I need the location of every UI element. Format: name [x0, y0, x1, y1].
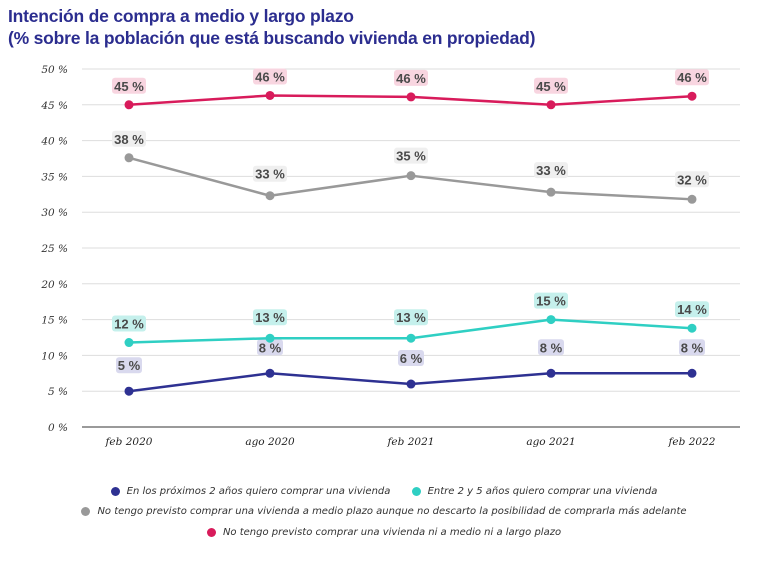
- data-point: [546, 368, 556, 378]
- data-point: [406, 379, 416, 389]
- data-label-bg: [253, 309, 287, 326]
- y-tick-label: 30 %: [41, 207, 68, 219]
- data-label-bg: [394, 69, 428, 86]
- data-label-bg: [257, 339, 283, 356]
- data-label-bg: [675, 301, 709, 318]
- x-tick-label: feb 2020: [105, 436, 153, 448]
- legend-row-3: No tengo previsto comprar una vivienda n…: [0, 527, 768, 540]
- y-tick-label: 35 %: [41, 171, 68, 183]
- data-label-bg: [394, 147, 428, 164]
- data-point: [406, 333, 416, 343]
- data-label: 6 %: [400, 351, 423, 366]
- data-label-bg: [112, 315, 146, 332]
- legend-item-1: Entre 2 y 5 años quiero comprar una vivi…: [411, 486, 658, 497]
- data-label: 45 %: [536, 79, 566, 94]
- x-tick-label: ago 2021: [526, 436, 575, 448]
- data-point: [687, 91, 697, 101]
- legend-item-0: En los próximos 2 años quiero comprar un…: [110, 486, 391, 497]
- data-point: [265, 368, 275, 378]
- data-label: 5 %: [118, 358, 141, 373]
- data-label: 46 %: [396, 71, 426, 86]
- data-label: 8 %: [259, 340, 282, 355]
- data-point: [406, 171, 416, 181]
- data-point: [124, 153, 134, 163]
- data-label: 33 %: [536, 163, 566, 178]
- legend-label-2: No tengo previsto comprar una vivienda a…: [97, 506, 687, 517]
- data-label: 13 %: [396, 310, 426, 325]
- data-point: [265, 191, 275, 201]
- data-point: [124, 100, 134, 110]
- data-label-bg: [253, 165, 287, 182]
- data-label-bg: [534, 292, 568, 309]
- data-label: 33 %: [255, 167, 285, 182]
- data-label-bg: [534, 162, 568, 179]
- legend-label-3: No tengo previsto comprar una vivienda n…: [222, 527, 562, 538]
- legend-marker-2: [81, 507, 91, 516]
- data-point: [687, 368, 697, 378]
- legend-marker-3: [206, 528, 216, 537]
- data-label: 12 %: [114, 317, 144, 332]
- data-label-bg: [116, 357, 142, 374]
- x-tick-label: ago 2020: [245, 436, 295, 448]
- chart-title-main: Intención de compra a medio y largo plaz…: [8, 6, 354, 26]
- data-point: [546, 315, 556, 325]
- y-tick-label: 5 %: [48, 386, 68, 398]
- data-label: 38 %: [114, 132, 144, 147]
- data-label: 8 %: [681, 340, 704, 355]
- chart-title: Intención de compra a medio y largo plaz…: [8, 5, 535, 49]
- y-tick-label: 25 %: [40, 243, 68, 255]
- data-point: [124, 338, 134, 348]
- data-point: [265, 90, 275, 100]
- y-tick-label: 50 %: [41, 64, 68, 76]
- data-label-bg: [253, 68, 287, 85]
- data-point: [546, 187, 556, 197]
- data-label-bg: [679, 339, 705, 356]
- data-label: 8 %: [540, 340, 563, 355]
- legend-item-2: No tengo previsto comprar una vivienda a…: [81, 506, 687, 517]
- legend-item-3: No tengo previsto comprar una vivienda n…: [206, 527, 562, 538]
- data-label: 15 %: [536, 294, 566, 309]
- line-chart: 0 % 5 % 10 % 15 % 20 % 25 % 30 % 35 % 40 % 45 % 50…: [40, 64, 740, 448]
- data-label: 32 %: [677, 172, 707, 187]
- data-label: 14 %: [677, 302, 707, 317]
- data-label-bg: [112, 130, 146, 147]
- legend-row-2: No tengo previsto comprar una vivienda a…: [0, 506, 768, 519]
- legend-row-1: En los próximos 2 años quiero comprar un…: [0, 486, 768, 499]
- legend-marker-1: [411, 487, 421, 496]
- data-label: 35 %: [396, 149, 426, 164]
- data-label: 13 %: [255, 310, 285, 325]
- data-point: [687, 323, 697, 333]
- data-point: [687, 194, 697, 204]
- y-tick-label: 15 %: [41, 315, 68, 327]
- data-label-bg: [675, 171, 709, 188]
- x-tick-label: feb 2021: [387, 436, 435, 448]
- y-tick-label: 45 %: [40, 100, 68, 112]
- x-tick-label: feb 2022: [668, 436, 716, 448]
- y-tick-label: 0 %: [48, 422, 68, 434]
- data-label-bg: [538, 339, 564, 356]
- data-label: 46 %: [255, 69, 285, 84]
- legend-label-1: Entre 2 y 5 años quiero comprar una vivi…: [427, 486, 658, 497]
- data-point: [265, 333, 275, 343]
- data-label-bg: [394, 309, 428, 326]
- data-label: 45 %: [114, 79, 144, 94]
- data-label-bg: [398, 350, 424, 367]
- legend-label-0: En los próximos 2 años quiero comprar un…: [126, 486, 391, 497]
- y-tick-label: 40 %: [40, 136, 68, 148]
- data-label-bg: [112, 77, 146, 94]
- legend-marker-0: [110, 487, 120, 496]
- data-label-bg: [675, 69, 709, 86]
- y-tick-label: 10 %: [41, 350, 68, 362]
- data-label-bg: [534, 77, 568, 94]
- chart-subtitle: (% sobre la población que está buscando …: [8, 28, 536, 48]
- data-point: [546, 100, 556, 110]
- data-point: [406, 92, 416, 102]
- y-tick-label: 20 %: [40, 279, 68, 291]
- data-label: 46 %: [677, 70, 707, 85]
- data-point: [124, 386, 134, 396]
